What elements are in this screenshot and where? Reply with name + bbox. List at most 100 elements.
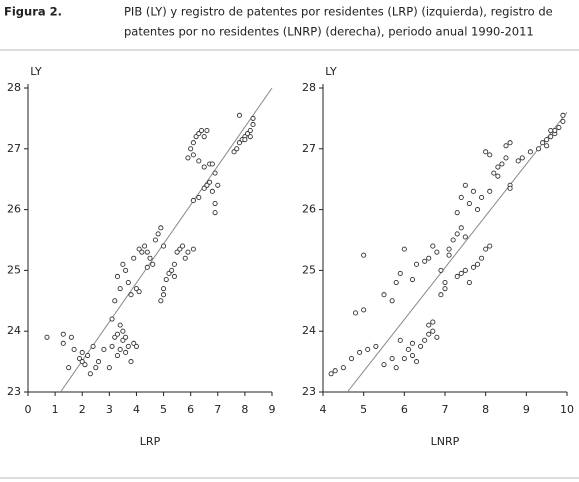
point xyxy=(393,365,399,371)
point xyxy=(133,343,139,349)
point xyxy=(434,249,440,255)
point xyxy=(422,337,428,343)
point xyxy=(128,292,134,298)
x-tick-label: 4 xyxy=(320,403,327,416)
point xyxy=(185,249,191,255)
point xyxy=(155,231,161,237)
point xyxy=(328,371,334,377)
point xyxy=(454,210,460,216)
x-axis-label: LRP xyxy=(140,435,161,448)
point xyxy=(491,170,497,176)
point xyxy=(44,334,50,340)
point xyxy=(430,328,436,334)
point xyxy=(454,231,460,237)
point xyxy=(462,182,468,188)
point xyxy=(204,182,210,188)
point xyxy=(179,243,186,249)
point xyxy=(409,352,416,359)
point xyxy=(245,131,251,137)
point xyxy=(209,161,215,167)
point xyxy=(109,343,115,349)
point xyxy=(373,343,379,349)
point xyxy=(409,340,416,346)
point xyxy=(190,152,196,158)
point xyxy=(201,164,207,170)
point xyxy=(60,340,66,346)
point xyxy=(215,182,221,188)
point xyxy=(66,365,72,371)
point xyxy=(250,115,256,121)
point xyxy=(171,273,177,280)
point xyxy=(560,112,566,118)
point xyxy=(560,118,566,124)
point xyxy=(409,276,416,283)
point xyxy=(101,346,107,352)
y-tick-label: 28 xyxy=(302,81,316,94)
point xyxy=(474,261,481,267)
point xyxy=(152,237,158,243)
point xyxy=(438,267,444,273)
y-tick-label: 24 xyxy=(302,324,316,337)
point xyxy=(389,356,395,362)
point xyxy=(250,121,256,128)
point xyxy=(544,143,550,149)
point xyxy=(247,128,253,134)
point xyxy=(503,155,509,161)
point xyxy=(479,255,485,261)
point xyxy=(131,340,137,346)
point xyxy=(548,128,554,134)
point xyxy=(90,343,96,349)
point xyxy=(131,255,137,261)
point xyxy=(204,128,210,134)
x-tick-label: 10 xyxy=(560,403,574,416)
point xyxy=(144,249,150,255)
point xyxy=(117,346,123,352)
point xyxy=(397,337,403,343)
point xyxy=(466,280,472,286)
point xyxy=(352,310,359,316)
point xyxy=(93,365,99,371)
x-tick-label: 6 xyxy=(187,403,194,416)
point xyxy=(503,143,509,149)
point xyxy=(236,112,243,118)
y-axis-label: LY xyxy=(30,65,42,78)
point xyxy=(68,334,74,340)
point xyxy=(161,243,167,249)
point xyxy=(361,252,367,258)
point xyxy=(123,267,129,273)
point xyxy=(487,243,493,249)
point xyxy=(470,188,477,194)
point xyxy=(438,292,444,298)
point xyxy=(247,134,253,140)
x-tick-label: 5 xyxy=(160,403,167,416)
point xyxy=(144,264,150,270)
point xyxy=(196,194,202,200)
point xyxy=(397,270,403,276)
x-tick-label: 3 xyxy=(106,403,113,416)
x-tick-label: 2 xyxy=(79,403,86,416)
x-tick-label: 7 xyxy=(214,403,221,416)
point xyxy=(242,137,248,143)
point xyxy=(499,161,505,167)
figure-label: Figura 2. xyxy=(4,5,62,19)
point xyxy=(136,289,142,295)
point xyxy=(556,124,562,131)
point xyxy=(150,261,156,267)
point xyxy=(114,273,121,280)
fit-line xyxy=(347,112,568,393)
point xyxy=(401,356,407,362)
point xyxy=(163,276,169,283)
point xyxy=(190,197,196,204)
y-axis-label: LY xyxy=(325,65,337,78)
x-tick-label: 0 xyxy=(25,403,32,416)
point xyxy=(128,359,134,365)
point xyxy=(507,140,513,146)
point xyxy=(389,298,395,304)
point xyxy=(426,255,432,261)
point xyxy=(174,249,180,255)
point xyxy=(361,307,367,313)
point xyxy=(381,292,387,298)
point xyxy=(182,255,188,261)
point xyxy=(540,140,546,146)
